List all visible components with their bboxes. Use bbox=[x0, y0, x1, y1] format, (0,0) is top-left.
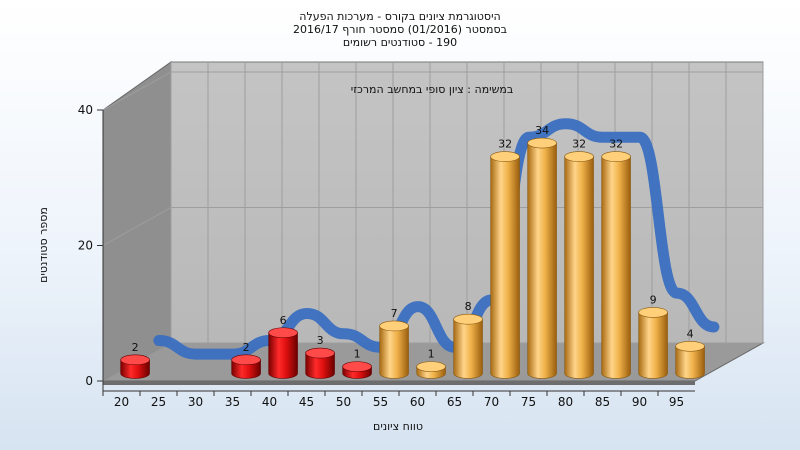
bar bbox=[379, 320, 409, 379]
chart-title-line-2: בסמסטר (01/2016) סמסטר חורף 2016/17 bbox=[293, 23, 507, 36]
bar bbox=[305, 347, 335, 379]
bar bbox=[231, 354, 261, 379]
bar-top bbox=[638, 307, 668, 318]
bar-body bbox=[453, 318, 483, 379]
bar-value-label: 1 bbox=[428, 348, 435, 361]
bar-top bbox=[342, 361, 372, 372]
x-tick-label: 60 bbox=[410, 395, 425, 409]
bar bbox=[564, 151, 594, 379]
floor-edge bbox=[103, 381, 695, 385]
bar bbox=[416, 361, 446, 379]
x-tick-label: 45 bbox=[299, 395, 314, 409]
bar-value-label: 32 bbox=[572, 138, 586, 151]
bar-value-label: 2 bbox=[243, 341, 250, 354]
bar-value-label: 4 bbox=[687, 327, 694, 340]
chart-title: היסטוגרמת ציונים בקורס - מערכות הפעלה בס… bbox=[0, 10, 800, 49]
chart-title-line-1: היסטוגרמת ציונים בקורס - מערכות הפעלה bbox=[299, 10, 501, 23]
x-tick-label: 25 bbox=[151, 395, 166, 409]
x-tick-label: 50 bbox=[336, 395, 351, 409]
bar bbox=[120, 354, 150, 379]
bar-top bbox=[490, 151, 520, 162]
bar-top bbox=[564, 151, 594, 162]
grid-line-horizontal bbox=[102, 71, 763, 111]
bar-value-label: 1 bbox=[354, 348, 361, 361]
x-tick-label: 40 bbox=[262, 395, 277, 409]
bar bbox=[342, 361, 372, 379]
bar-value-label: 32 bbox=[498, 138, 512, 151]
bar bbox=[453, 313, 483, 379]
bar bbox=[268, 327, 298, 379]
axes bbox=[97, 109, 695, 396]
bar-body bbox=[379, 325, 409, 379]
x-axis-label: טווח ציונים bbox=[373, 420, 423, 433]
bar-top bbox=[453, 313, 483, 325]
bar-body bbox=[305, 352, 335, 379]
bar bbox=[527, 137, 557, 379]
bar-value-label: 9 bbox=[650, 293, 657, 306]
chart-annotation: במשימה : ציון סופי במחשב המרכזי bbox=[351, 83, 514, 96]
bar-body bbox=[675, 346, 705, 379]
x-tick-label: 20 bbox=[114, 395, 129, 409]
bar-value-label: 32 bbox=[609, 138, 623, 151]
bar-value-label: 7 bbox=[391, 307, 398, 320]
bar-top bbox=[120, 354, 150, 366]
x-tick-label: 95 bbox=[669, 395, 684, 409]
x-tick-label: 30 bbox=[188, 395, 203, 409]
x-tick-label: 35 bbox=[225, 395, 240, 409]
bar-body bbox=[490, 156, 520, 379]
bar-body bbox=[564, 156, 594, 379]
x-tick-label: 90 bbox=[632, 395, 647, 409]
bar-body bbox=[527, 142, 557, 379]
x-tick-label: 55 bbox=[373, 395, 388, 409]
bar-top bbox=[601, 151, 631, 162]
y-tick-label: 40 bbox=[78, 103, 93, 117]
bars bbox=[120, 137, 705, 379]
x-tick-label: 80 bbox=[558, 395, 573, 409]
bar-top bbox=[268, 327, 298, 339]
bar-value-label: 6 bbox=[280, 314, 287, 327]
bar-top bbox=[675, 340, 705, 352]
bar-top bbox=[527, 137, 557, 149]
bar bbox=[490, 151, 520, 379]
bar-body bbox=[268, 332, 298, 379]
side-wall bbox=[102, 61, 172, 382]
bar bbox=[675, 340, 705, 379]
bar-body bbox=[638, 312, 668, 379]
y-tick-label: 0 bbox=[85, 374, 93, 388]
x-tick-label: 65 bbox=[447, 395, 462, 409]
bar-top bbox=[379, 320, 409, 332]
y-axis-label: מספר סטודנטים bbox=[37, 207, 50, 283]
bar-value-label: 2 bbox=[132, 341, 139, 354]
x-tick-label: 70 bbox=[484, 395, 499, 409]
bar-value-label: 34 bbox=[535, 124, 549, 137]
x-tick-label: 75 bbox=[521, 395, 536, 409]
bar-top bbox=[231, 354, 261, 366]
bar-body bbox=[601, 156, 631, 379]
y-tick-label: 20 bbox=[78, 239, 93, 253]
bar-top bbox=[305, 347, 335, 359]
x-tick-label: 85 bbox=[595, 395, 610, 409]
bar bbox=[601, 151, 631, 379]
bar-top bbox=[416, 361, 446, 372]
bar bbox=[638, 307, 668, 379]
bar-value-label: 3 bbox=[317, 334, 324, 347]
chart-title-line-3: 190 - סטודנטים רשומים bbox=[342, 36, 458, 49]
bar-value-label: 8 bbox=[465, 300, 472, 313]
